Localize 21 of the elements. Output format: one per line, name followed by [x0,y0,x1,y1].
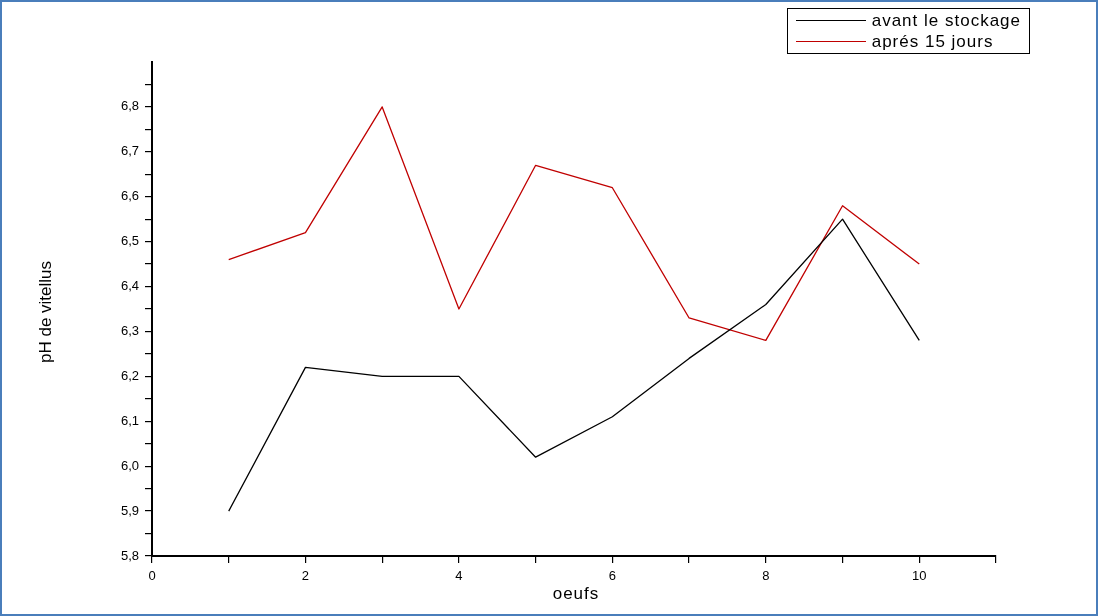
y-tick-label: 6,7 [120,143,139,159]
y-axis-title: pH de vitellus [36,260,56,364]
y-tick-label: 6,4 [120,278,139,294]
y-tick-label: 6,8 [120,98,139,114]
x-tick-label: 10 [912,568,927,584]
legend-label: aprés 15 jours [871,31,994,52]
x-tick-label: 6 [608,568,616,584]
y-tick-label: 6,5 [120,233,139,249]
y-tick-label: 6,2 [120,367,139,383]
legend-label: avant le stockage [871,10,1021,31]
y-tick-label: 6,0 [120,457,139,473]
y-tick-label: 6,3 [120,323,139,339]
x-tick-label: 2 [301,568,310,584]
x-tick-label: 4 [455,568,463,584]
y-tick-label: 6,6 [120,188,139,204]
x-axis-title: oeufs [552,584,600,604]
x-tick-label: 0 [148,568,156,584]
y-tick-label: 6,1 [120,412,139,428]
y-tick-label: 5,9 [120,502,139,518]
y-tick-label: 5,8 [120,547,139,563]
x-tick-label: 8 [762,568,770,584]
